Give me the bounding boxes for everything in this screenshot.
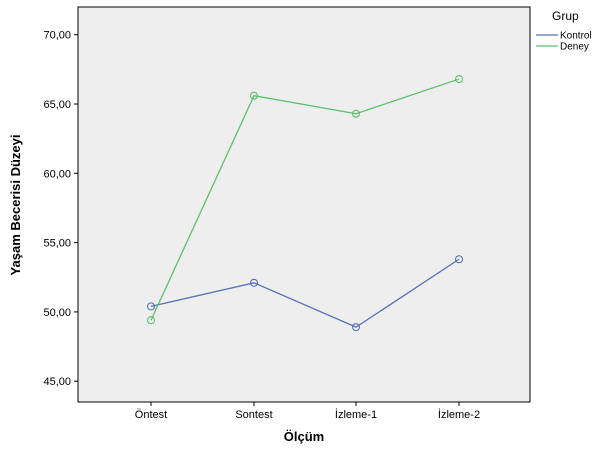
data-point-kontrol: [249, 278, 259, 287]
legend-label: Deney: [560, 42, 589, 53]
y-tick-label: 55,00: [43, 238, 71, 250]
series-layer: [146, 75, 464, 332]
legend-label: Kontrol: [560, 31, 592, 42]
y-tick-label: 70,00: [43, 30, 71, 42]
series-line-deney: [150, 78, 460, 321]
y-tick-label: 60,00: [43, 168, 71, 180]
data-point-deney: [351, 109, 361, 118]
legend-title: Grup: [552, 9, 579, 23]
y-tick-label: 65,00: [43, 99, 71, 111]
x-tick-label: Sontest: [235, 409, 272, 421]
data-point-deney: [249, 91, 259, 100]
data-point-kontrol: [146, 302, 156, 311]
series-line-kontrol: [150, 258, 460, 328]
data-point-kontrol: [454, 255, 464, 264]
series-deney: [146, 75, 464, 325]
x-axis: Öntest Sontest İzleme-1 İzleme-2: [135, 402, 480, 421]
data-point-kontrol: [351, 323, 361, 332]
series-kontrol: [146, 255, 464, 332]
y-axis: 45,00 50,00 55,00 60,00 65,00 70,00: [43, 30, 78, 388]
x-tick-label: İzleme-1: [335, 408, 377, 421]
y-axis-title: Yaşam Becerisi Düzeyi: [8, 135, 23, 276]
plot-area: [77, 6, 531, 403]
y-tick-label: 45,00: [43, 376, 71, 388]
data-point-deney: [454, 75, 464, 84]
x-tick-label: İzleme-2: [438, 408, 480, 421]
data-point-deney: [146, 316, 156, 325]
x-axis-title: Ölçüm: [284, 429, 324, 444]
y-tick-label: 50,00: [43, 307, 71, 319]
x-tick-label: Öntest: [135, 409, 167, 421]
